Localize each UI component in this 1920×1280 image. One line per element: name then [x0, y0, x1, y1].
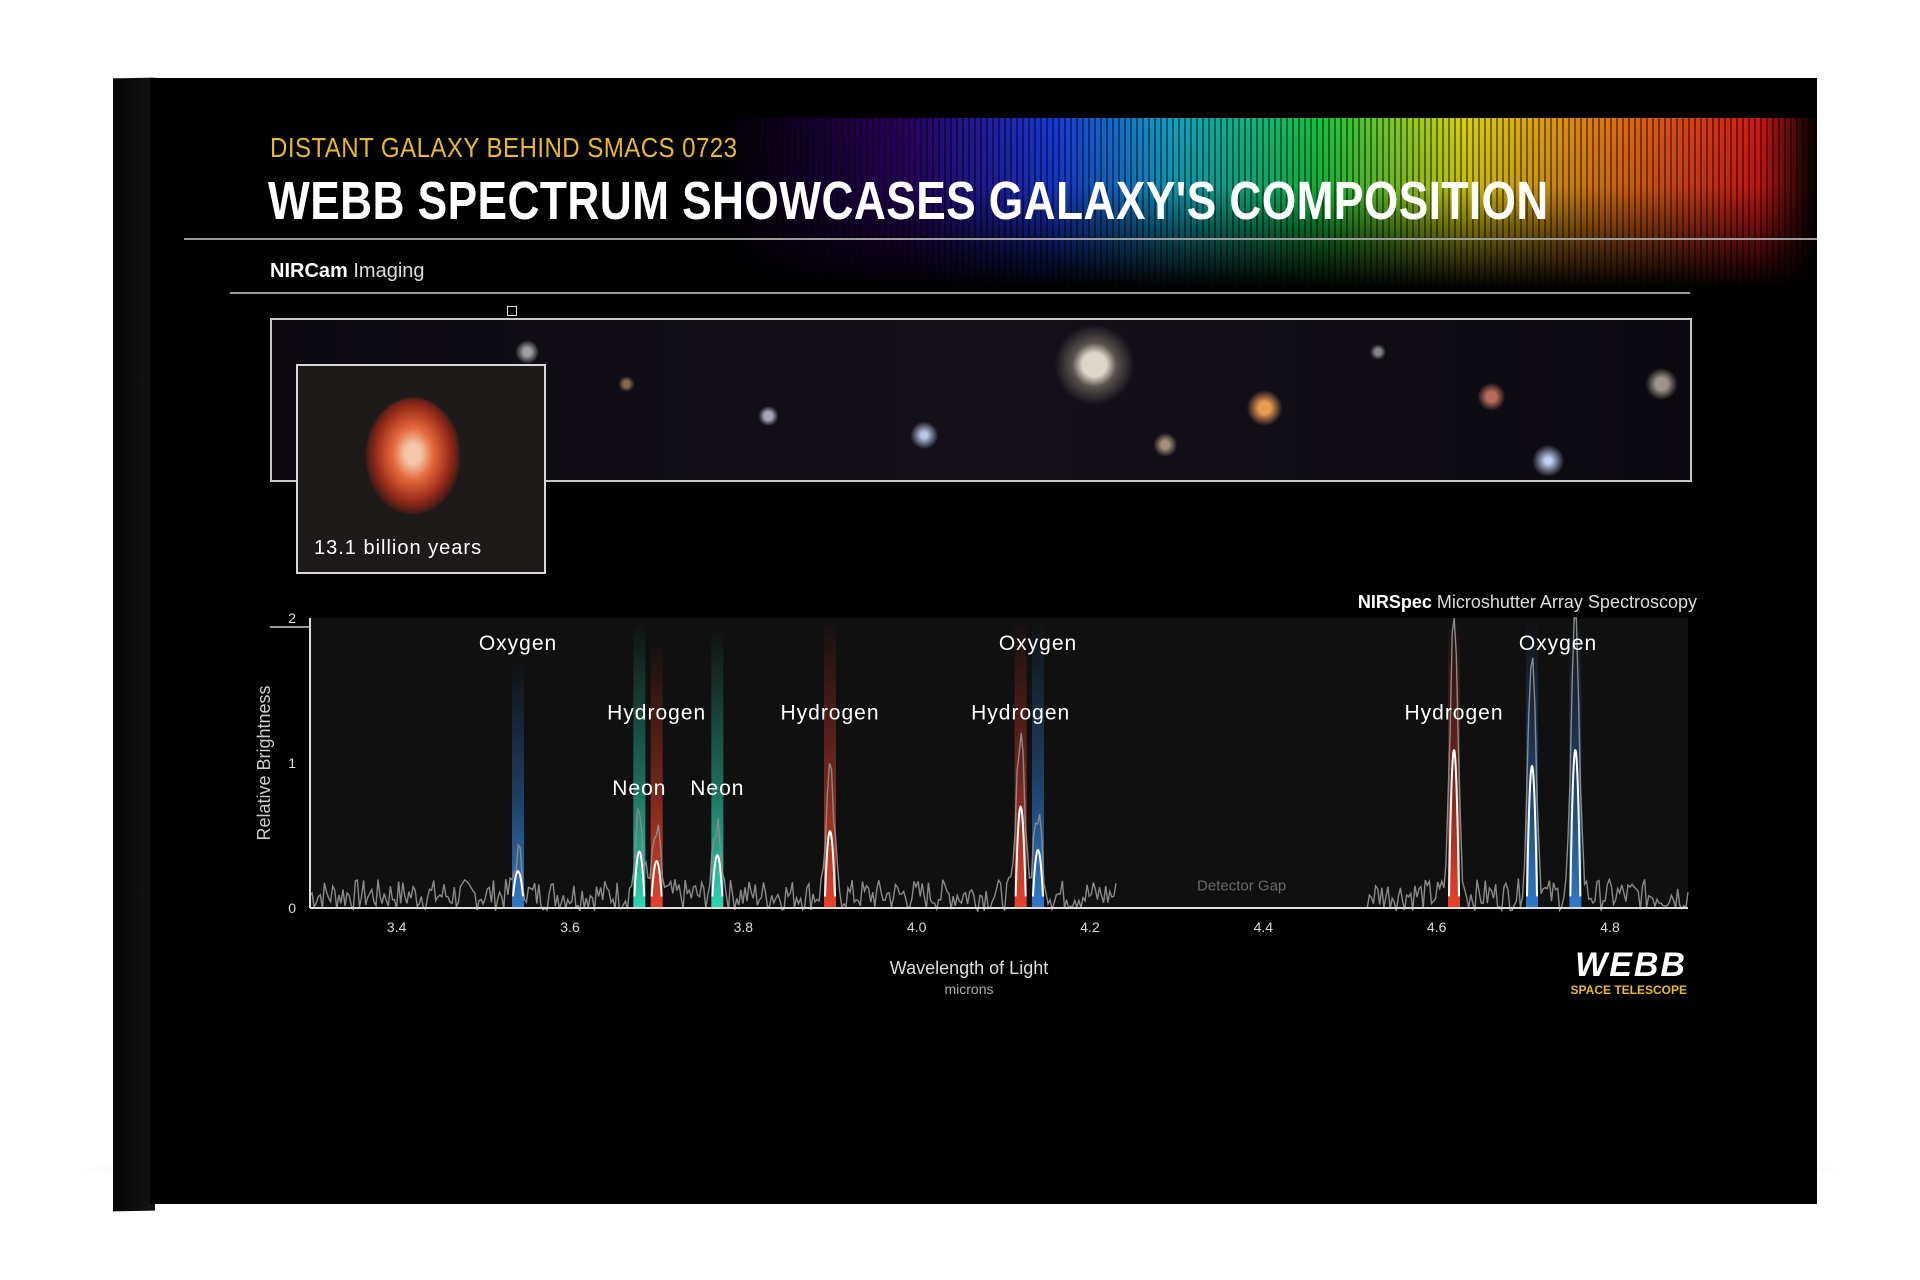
distant-galaxy-blob: [366, 398, 460, 514]
x-axis-label: Wavelength of Light: [890, 958, 1048, 978]
header-divider: [184, 238, 1817, 240]
emission-peak-oxygen: [1032, 849, 1044, 897]
rainbow-spectrum-band: [350, 118, 1817, 288]
x-axis-unit: microns: [944, 981, 993, 997]
logo-subtitle: SPACE TELESCOPE: [1570, 983, 1687, 997]
emission-peak-hydrogen: [1448, 748, 1460, 897]
poster-headline: WEBB SPECTRUM SHOWCASES GALAXY'S COMPOSI…: [268, 171, 1549, 231]
nircam-instrument: NIRCam: [270, 260, 348, 282]
y-axis-label: Relative Brightness: [254, 685, 274, 840]
inset-caption: 13.1 billion years: [314, 537, 483, 559]
emission-band-hydrogen: [650, 639, 663, 908]
galaxy-inset-image: 13.1 billion years: [296, 364, 546, 574]
emission-band-hydrogen: [824, 618, 836, 908]
emission-band-oxygen: [1032, 618, 1044, 908]
emission-label-hydrogen: Hydrogen: [607, 702, 706, 725]
x-tick-label: 4.8: [1600, 919, 1620, 935]
emission-peak-oxygen: [512, 870, 524, 897]
emission-peak-oxygen: [1526, 765, 1538, 897]
nircam-mode: Imaging: [353, 260, 425, 282]
nirspec-section-label: NIRSpec Microshutter Array Spectroscopy: [1358, 592, 1697, 613]
x-tick-label: 3.8: [734, 919, 754, 935]
x-tick-label: 4.4: [1254, 919, 1274, 935]
galaxy-locator-box: [507, 306, 517, 316]
spectrum-line-right: [1366, 617, 1689, 913]
emission-label-neon: Neon: [690, 777, 744, 800]
y-tick-label: 0: [288, 900, 296, 916]
emission-label-hydrogen: Hydrogen: [971, 702, 1070, 725]
y-tick-label: 2: [288, 610, 296, 626]
x-tick-label: 4.0: [907, 919, 927, 935]
poster-canvas: DISTANT GALAXY BEHIND SMACS 0723 WEBB SP…: [150, 78, 1817, 1204]
emission-peak-hydrogen: [650, 859, 663, 897]
emission-peak-neon: [633, 850, 646, 897]
emission-peak-neon: [711, 854, 724, 897]
emission-label-hydrogen: Hydrogen: [1404, 702, 1503, 725]
emission-label-oxygen: Oxygen: [999, 632, 1077, 655]
webb-logo: WEBB SPACE TELESCOPE: [1571, 946, 1687, 997]
x-tick-label: 4.2: [1080, 919, 1100, 935]
nircam-divider: [230, 292, 1690, 294]
y-tick-label: 1: [288, 755, 296, 771]
nircam-section-label: NIRCam Imaging: [270, 260, 425, 283]
canvas-side-edge: [113, 77, 155, 1212]
x-tick-label: 3.4: [387, 919, 407, 935]
emission-peak-hydrogen: [824, 830, 836, 897]
emission-peak-oxygen: [1569, 748, 1582, 897]
emission-label-oxygen: Oxygen: [479, 632, 557, 655]
emission-label-hydrogen: Hydrogen: [780, 702, 879, 725]
poster-eyebrow: DISTANT GALAXY BEHIND SMACS 0723: [270, 132, 738, 163]
logo-wordmark: WEBB: [1575, 946, 1687, 984]
spectrum-chart: 0 1 2 3.4 3.6 3.8 4.0 4.2 4.4 4.6 4.8 Relative Brig…: [254, 610, 1689, 997]
x-tick-label: 4.6: [1427, 919, 1447, 935]
detector-gap-label: Detector Gap: [1197, 878, 1286, 895]
nirspec-instrument: NIRSpec: [1357, 592, 1432, 612]
emission-label-neon: Neon: [612, 777, 666, 800]
nirspec-mode: Microshutter Array Spectroscopy: [1436, 592, 1697, 612]
spectrum-line-left: [309, 732, 1117, 913]
emission-peak-hydrogen: [1014, 805, 1027, 897]
emission-label-oxygen: Oxygen: [1519, 632, 1597, 655]
x-tick-label: 3.6: [560, 919, 580, 935]
emission-band-oxygen: [512, 660, 524, 908]
